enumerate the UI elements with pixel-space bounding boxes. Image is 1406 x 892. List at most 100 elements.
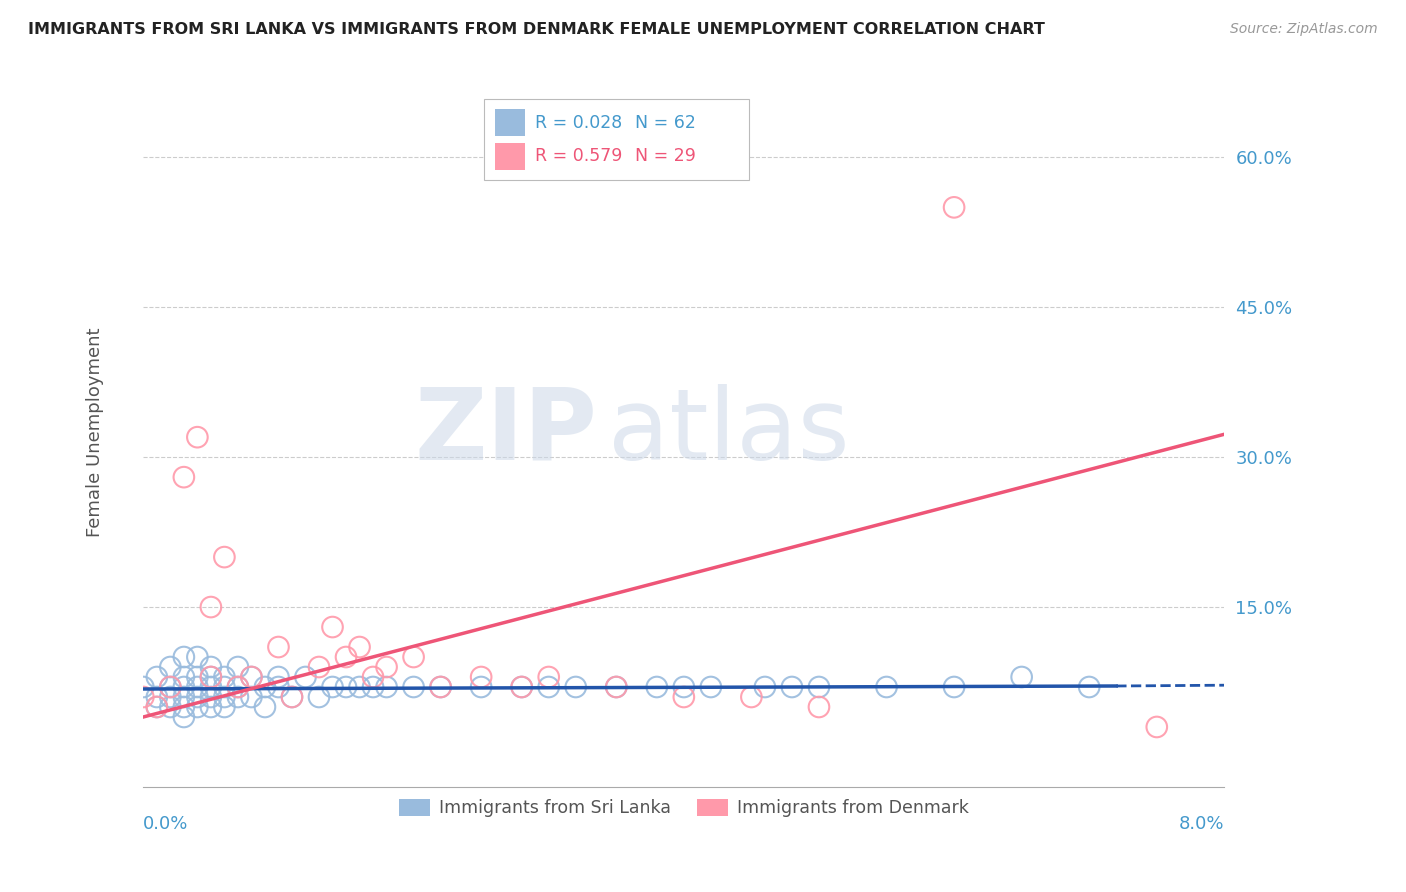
- Bar: [495, 110, 524, 136]
- Point: [605, 680, 627, 694]
- Point: [146, 700, 169, 714]
- Text: 0.0%: 0.0%: [143, 815, 188, 833]
- Bar: [495, 143, 524, 169]
- Point: [564, 680, 586, 694]
- Point: [321, 680, 343, 694]
- Point: [510, 680, 533, 694]
- Point: [240, 670, 263, 684]
- Point: [1011, 670, 1033, 684]
- Point: [402, 680, 425, 694]
- Point: [173, 470, 195, 484]
- Point: [349, 680, 371, 694]
- Point: [146, 670, 169, 684]
- Text: N = 29: N = 29: [636, 147, 696, 165]
- Point: [186, 690, 208, 704]
- Point: [200, 660, 222, 674]
- Point: [173, 710, 195, 724]
- Point: [605, 680, 627, 694]
- Text: ZIP: ZIP: [415, 384, 598, 481]
- Text: R = 0.028: R = 0.028: [534, 114, 621, 132]
- Point: [200, 690, 222, 704]
- Point: [429, 680, 451, 694]
- Point: [146, 700, 169, 714]
- Point: [173, 690, 195, 704]
- Point: [159, 660, 181, 674]
- Point: [159, 680, 181, 694]
- Point: [470, 670, 492, 684]
- Point: [281, 690, 304, 704]
- Text: Female Unemployment: Female Unemployment: [86, 327, 104, 537]
- Point: [226, 660, 249, 674]
- Point: [186, 700, 208, 714]
- Point: [253, 700, 276, 714]
- Point: [173, 700, 195, 714]
- Point: [240, 690, 263, 704]
- Point: [186, 650, 208, 665]
- Point: [321, 620, 343, 634]
- Point: [186, 680, 208, 694]
- Point: [780, 680, 803, 694]
- Point: [159, 680, 181, 694]
- Point: [294, 670, 316, 684]
- Point: [132, 680, 155, 694]
- Point: [186, 430, 208, 444]
- Point: [754, 680, 776, 694]
- Point: [672, 690, 695, 704]
- Text: 8.0%: 8.0%: [1178, 815, 1225, 833]
- Point: [214, 680, 236, 694]
- Text: N = 62: N = 62: [636, 114, 696, 132]
- Point: [537, 680, 560, 694]
- Point: [470, 680, 492, 694]
- Point: [308, 690, 330, 704]
- Text: R = 0.579: R = 0.579: [534, 147, 621, 165]
- Point: [375, 660, 398, 674]
- Point: [159, 690, 181, 704]
- Point: [253, 680, 276, 694]
- Point: [267, 680, 290, 694]
- Point: [1146, 720, 1168, 734]
- Point: [186, 670, 208, 684]
- Point: [943, 680, 966, 694]
- Point: [1078, 680, 1101, 694]
- Point: [200, 680, 222, 694]
- Point: [159, 700, 181, 714]
- Point: [173, 670, 195, 684]
- Point: [267, 670, 290, 684]
- Point: [200, 700, 222, 714]
- Point: [308, 660, 330, 674]
- Point: [510, 680, 533, 694]
- Point: [807, 700, 830, 714]
- Point: [214, 670, 236, 684]
- Point: [361, 670, 384, 684]
- Point: [335, 650, 357, 665]
- Legend: Immigrants from Sri Lanka, Immigrants from Denmark: Immigrants from Sri Lanka, Immigrants fr…: [392, 792, 976, 824]
- Text: IMMIGRANTS FROM SRI LANKA VS IMMIGRANTS FROM DENMARK FEMALE UNEMPLOYMENT CORRELA: IMMIGRANTS FROM SRI LANKA VS IMMIGRANTS …: [28, 22, 1045, 37]
- Point: [214, 550, 236, 565]
- Point: [132, 690, 155, 704]
- Point: [402, 650, 425, 665]
- FancyBboxPatch shape: [484, 99, 749, 180]
- Text: Source: ZipAtlas.com: Source: ZipAtlas.com: [1230, 22, 1378, 37]
- Point: [240, 670, 263, 684]
- Point: [700, 680, 723, 694]
- Point: [335, 680, 357, 694]
- Point: [645, 680, 668, 694]
- Point: [200, 670, 222, 684]
- Point: [672, 680, 695, 694]
- Point: [361, 680, 384, 694]
- Point: [807, 680, 830, 694]
- Point: [200, 670, 222, 684]
- Point: [943, 200, 966, 214]
- Point: [200, 600, 222, 615]
- Point: [429, 680, 451, 694]
- Point: [281, 690, 304, 704]
- Point: [146, 690, 169, 704]
- Point: [740, 690, 762, 704]
- Point: [173, 680, 195, 694]
- Point: [214, 700, 236, 714]
- Point: [226, 690, 249, 704]
- Point: [349, 640, 371, 654]
- Point: [267, 640, 290, 654]
- Point: [375, 680, 398, 694]
- Point: [226, 680, 249, 694]
